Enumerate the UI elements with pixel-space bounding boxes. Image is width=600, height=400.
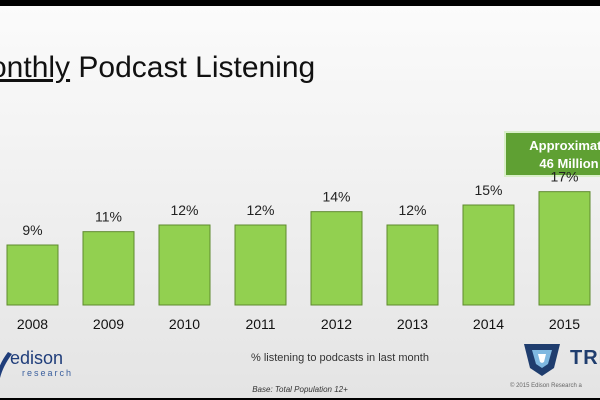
title-underlined-part: onthly — [0, 51, 71, 84]
value-label-2011: 12% — [246, 202, 274, 218]
bar-2008 — [6, 244, 59, 306]
copyright-text: © 2015 Edison Research a — [510, 383, 582, 389]
value-label-2014: 15% — [474, 182, 502, 198]
x-axis-label: % listening to podcasts in last month — [251, 352, 429, 364]
x-tick-2015: 2015 — [549, 316, 580, 332]
value-label-2009: 11% — [95, 209, 122, 225]
title-rest: Podcast Listening — [70, 51, 316, 84]
triton-shield-icon — [524, 344, 560, 376]
value-label-2008: 9% — [22, 222, 42, 238]
bar-2014 — [462, 204, 515, 306]
x-tick-2010: 2010 — [169, 316, 200, 332]
x-tick-2009: 2009 — [93, 316, 124, 332]
bar-chart: 9% 2008 11% 2009 12% 2010 12% 2011 14% 2012 12% 201… — [6, 169, 591, 332]
x-tick-2008: 2008 — [17, 316, 48, 332]
callout-line-2: 46 Million — [539, 156, 599, 171]
value-label-2012: 14% — [322, 189, 350, 205]
triton-logo-word: TRIT — [570, 347, 600, 369]
callout-line-1: Approximate — [529, 138, 600, 153]
x-tick-2014: 2014 — [473, 316, 504, 332]
audience-callout: Approximate 46 Million — [504, 131, 600, 177]
edison-research-logo: edison research — [0, 346, 74, 386]
value-label-2015: 17% — [550, 169, 578, 185]
bar-2011 — [234, 224, 287, 306]
value-label-2010: 12% — [170, 202, 198, 218]
x-tick-2013: 2013 — [397, 316, 428, 332]
value-label-2013: 12% — [398, 202, 426, 218]
base-note: Base: Total Population 12+ — [252, 385, 348, 394]
edison-swoosh-icon — [0, 352, 12, 378]
x-tick-2012: 2012 — [321, 316, 352, 332]
edison-logo-word: edison — [10, 348, 64, 368]
edison-logo-subword: research — [22, 368, 74, 378]
bar-2012 — [310, 211, 363, 306]
bar-2010 — [158, 224, 211, 306]
bar-2013 — [386, 224, 439, 306]
bar-2009 — [82, 231, 135, 306]
bar-2015 — [538, 191, 591, 306]
x-tick-2011: 2011 — [245, 316, 275, 332]
triton-logo: TRIT — [520, 338, 600, 378]
chart-title: onthly Podcast Listening — [0, 51, 315, 85]
slide: onthly Podcast Listening Approximate 46 … — [0, 6, 600, 398]
